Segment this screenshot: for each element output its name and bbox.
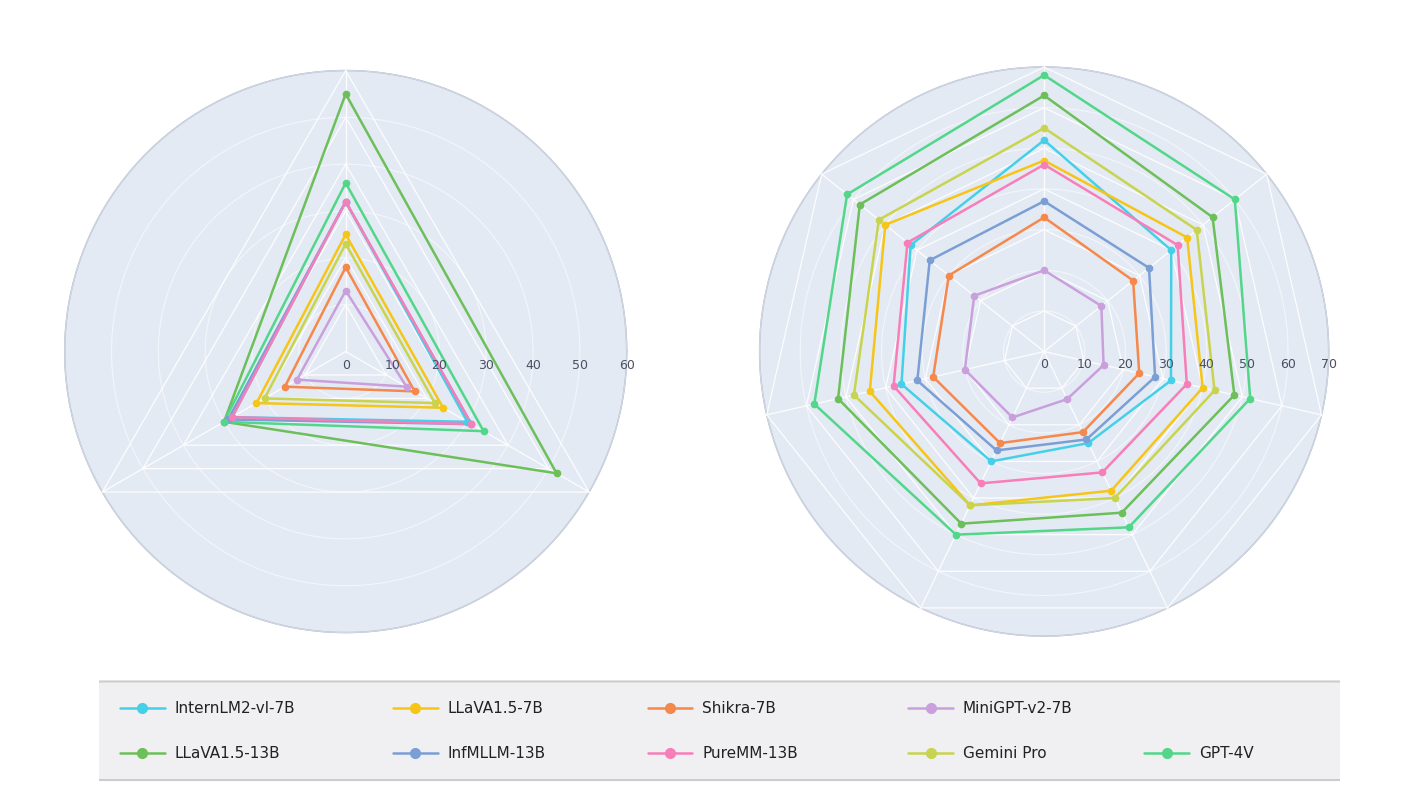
Text: 10: 10 — [1077, 358, 1092, 371]
Text: Shikra-7B: Shikra-7B — [703, 701, 776, 716]
Text: 30: 30 — [478, 359, 494, 371]
Text: 20: 20 — [432, 359, 447, 371]
Text: LLaVA1.5-7B: LLaVA1.5-7B — [447, 701, 543, 716]
Text: 10: 10 — [385, 359, 401, 371]
Text: InternLM2-vl-7B: InternLM2-vl-7B — [175, 701, 295, 716]
Polygon shape — [65, 70, 626, 633]
Text: GPT-4V: GPT-4V — [1199, 746, 1253, 761]
Polygon shape — [759, 67, 1329, 636]
Text: 60: 60 — [1280, 358, 1295, 371]
Text: 40: 40 — [1199, 358, 1215, 371]
Text: 70: 70 — [1321, 358, 1336, 371]
Text: 0: 0 — [341, 359, 350, 371]
Text: 50: 50 — [1239, 358, 1256, 371]
Text: Gemini Pro: Gemini Pro — [962, 746, 1047, 761]
Text: LLaVA1.5-13B: LLaVA1.5-13B — [175, 746, 281, 761]
Text: 40: 40 — [525, 359, 540, 371]
Text: 30: 30 — [1158, 358, 1174, 371]
Text: 50: 50 — [571, 359, 588, 371]
Text: MiniGPT-v2-7B: MiniGPT-v2-7B — [962, 701, 1072, 716]
Text: 0: 0 — [1040, 358, 1048, 371]
Text: InfMLLM-13B: InfMLLM-13B — [447, 746, 546, 761]
Text: PureMM-13B: PureMM-13B — [703, 746, 799, 761]
Text: 60: 60 — [619, 359, 635, 371]
Text: 20: 20 — [1118, 358, 1133, 371]
FancyBboxPatch shape — [80, 682, 1359, 780]
